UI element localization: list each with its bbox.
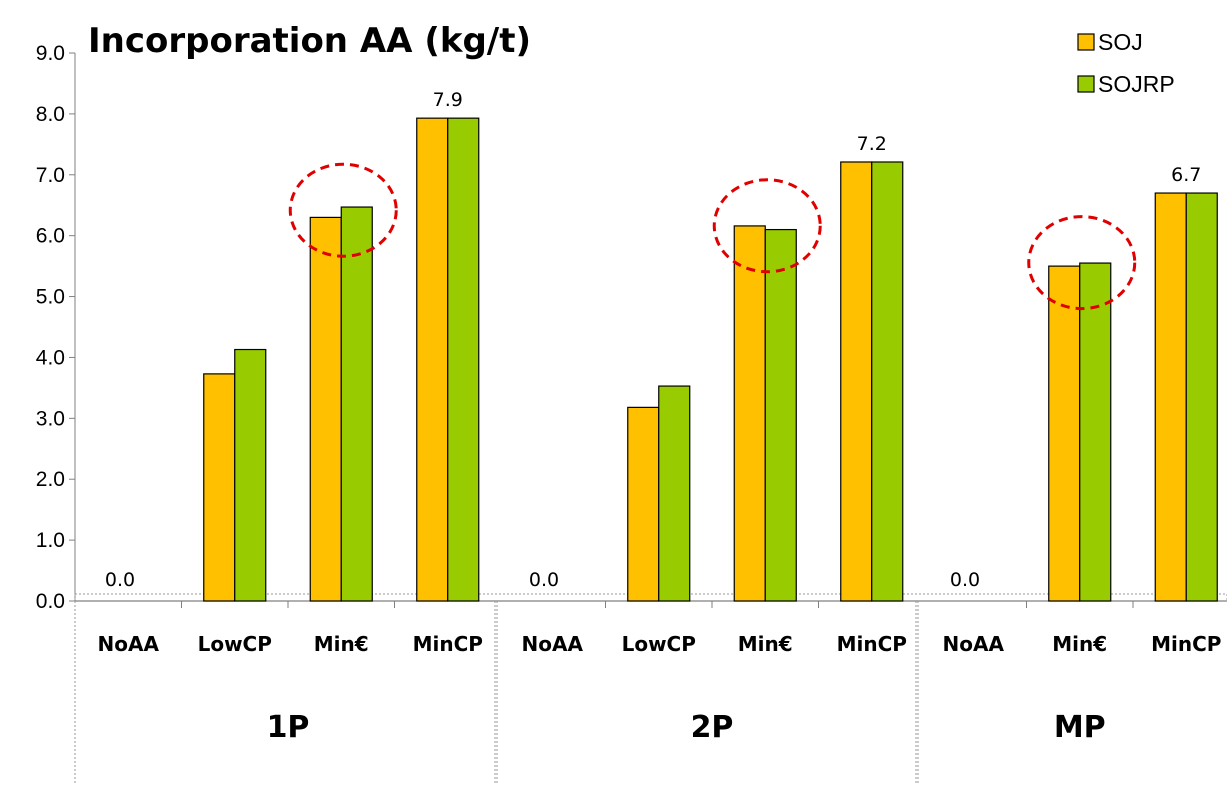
data-label: 7.9 [433,89,463,111]
legend-swatch-soj [1077,33,1095,51]
bar-sojrp [340,206,373,602]
x-category-label: LowCP [198,632,272,656]
bar-soj [203,373,236,602]
x-category-label: MinCP [413,632,483,656]
data-label: 0.0 [105,569,135,591]
y-axis: 0.0 1.0 2.0 3.0 4.0 5.0 6.0 7.0 8.0 9.0 [36,42,76,613]
highlight-circle [1027,215,1137,311]
bar-sojrp [658,385,691,602]
y-tick-label: 8.0 [36,103,65,126]
x-category-label: MinCP [837,632,907,656]
x-category-label: NoAA [522,632,584,656]
data-labels-layer: 0.0 7.9 0.0 7.2 0.0 6.7 [105,89,1201,591]
x-axis: NoAA LowCP Min€ MinCP 1P NoAA LowCP Min€ MinCP 2P… [74,601,1221,785]
data-label: 6.7 [1171,164,1201,186]
bar-sojrp [764,228,797,602]
y-tick-label: 3.0 [36,407,65,430]
bar-soj [627,406,660,602]
bar-soj [1154,192,1187,602]
legend-swatch-sojrp [1077,75,1095,93]
bar-sojrp [234,348,267,602]
bar-sojrp [447,117,480,602]
legend: SOJ SOJRP [1077,29,1175,97]
y-tick-label: 2.0 [36,468,65,491]
x-group-label: 1P [267,710,310,745]
x-category-label: Min€ [314,632,369,656]
chart-title: Incorporation AA (kg/t) [88,21,531,61]
x-group-label: 2P [691,710,734,745]
y-tick-label: 9.0 [36,42,65,65]
y-tick-label: 4.0 [36,346,65,369]
x-category-label: NoAA [98,632,160,656]
x-category-label: Min€ [738,632,793,656]
highlight-circle [712,178,822,274]
y-tick-label: 6.0 [36,225,65,248]
bar-soj [1048,265,1081,602]
data-label: 0.0 [950,569,980,591]
bar-soj [309,216,342,602]
bar-soj [416,117,449,602]
x-category-label: LowCP [622,632,696,656]
x-category-label: MinCP [1151,632,1221,656]
highlight-circle [288,162,398,258]
legend-label: SOJRP [1098,71,1175,97]
bar-soj [733,225,766,602]
bar-soj [840,161,873,602]
y-tick-label: 0.0 [36,590,65,613]
data-label: 0.0 [529,569,559,591]
x-group-label: MP [1054,710,1106,745]
data-label: 7.2 [857,133,887,155]
bars-layer [203,117,1218,602]
bar-sojrp [871,161,904,602]
x-category-label: NoAA [943,632,1005,656]
y-tick-label: 5.0 [36,286,65,309]
bar-sojrp [1079,262,1112,602]
y-tick-label: 7.0 [36,164,65,187]
y-tick-label: 1.0 [36,529,65,552]
bar-sojrp [1185,192,1218,602]
x-category-label: Min€ [1052,632,1107,656]
legend-label: SOJ [1098,29,1143,55]
